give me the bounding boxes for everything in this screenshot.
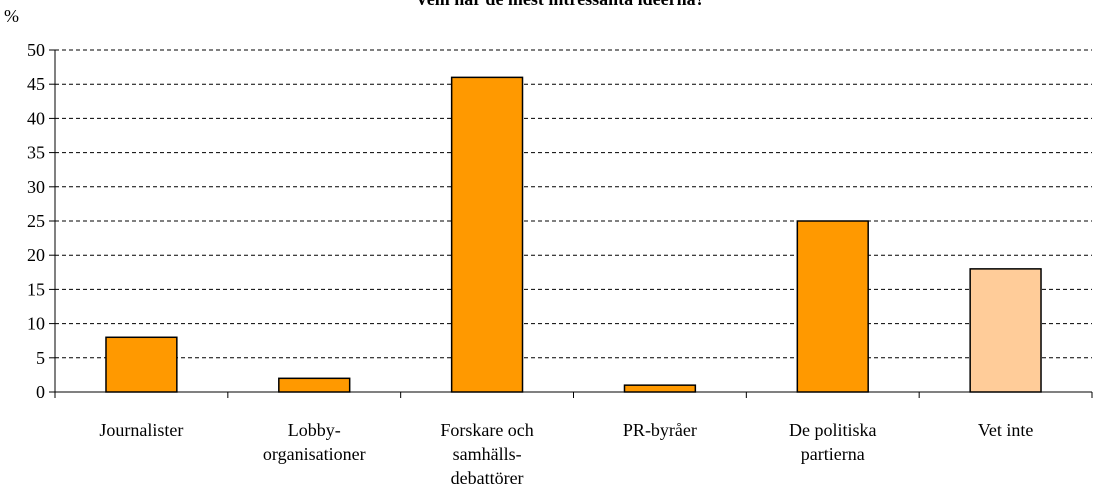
y-tick-label: 30 [27,177,45,197]
x-tick-label: Vet inte [978,420,1034,440]
bar [450,76,524,393]
x-tick-label: Lobby-organisationer [263,420,366,464]
x-tick-label-line: Forskare och [440,420,533,440]
x-tick-label-line: organisationer [263,444,366,464]
x-tick-label-line: partierna [801,444,865,464]
x-tick-label: PR-byråer [623,420,697,440]
x-tick-label-line: De politiska [789,420,877,440]
bar [796,220,869,393]
y-tick-label: 0 [36,382,45,402]
y-axis-label: % [4,6,19,26]
y-tick-label: 15 [27,279,45,299]
y-tick-label: 25 [27,211,45,231]
x-tick-label-line: Journalister [99,420,183,440]
x-tick-label-line: samhälls- [453,444,522,464]
y-tick-label: 35 [27,143,45,163]
y-tick-label: 40 [27,108,45,128]
y-tick-label: 10 [27,314,45,334]
bar [105,336,178,393]
x-tick-label-line: PR-byråer [623,420,697,440]
x-tick-label-line: Vet inte [978,420,1034,440]
x-tick-label-line: debattörer [451,468,524,488]
x-tick-label: Forskare och samhälls-debattörer [440,420,533,488]
x-tick-label: Journalister [99,420,183,440]
chart-title: Vem har de mest intressanta idéerna? [415,0,704,9]
bar [278,377,351,393]
bar [623,384,697,393]
y-tick-label: 45 [27,74,45,94]
y-tick-label: 5 [36,348,45,368]
x-tick-label: De politiska partierna [789,420,877,464]
y-tick-label: 20 [27,245,45,265]
x-tick-label-line: Lobby- [288,420,341,440]
y-tick-label: 50 [27,40,45,60]
bar [969,268,1042,393]
